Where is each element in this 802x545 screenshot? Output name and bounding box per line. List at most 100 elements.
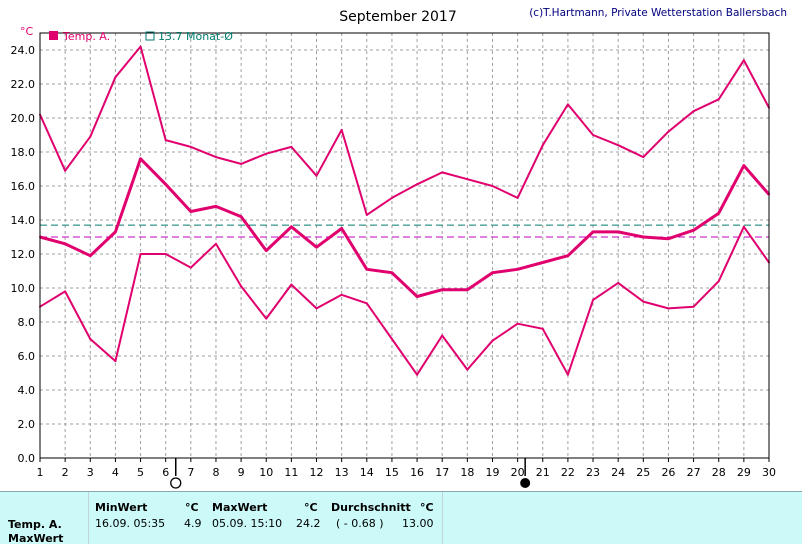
x-tick-label: 23: [586, 466, 600, 479]
data-point-min: [667, 307, 670, 310]
data-point-min: [64, 290, 67, 293]
data-point-max: [315, 174, 318, 177]
data-point-mean: [617, 230, 620, 233]
y-tick-label: 6.0: [18, 350, 36, 363]
grid: [39, 33, 770, 459]
data-point-mean: [214, 205, 217, 208]
x-tick-label: 18: [460, 466, 474, 479]
data-point-max: [189, 145, 192, 148]
data-point-min: [617, 281, 620, 284]
x-tick-label: 24: [611, 466, 625, 479]
data-point-mean: [114, 230, 117, 233]
x-tick-label: 2: [62, 466, 69, 479]
data-point-max: [240, 162, 243, 165]
data-point-min: [265, 317, 268, 320]
data-point-min: [290, 283, 293, 286]
y-tick-label: 14.0: [11, 214, 36, 227]
data-point-mean: [667, 237, 670, 240]
x-tick-label: 25: [636, 466, 650, 479]
x-tick-label: 11: [284, 466, 298, 479]
data-point-min: [365, 302, 368, 305]
data-point-min: [214, 242, 217, 245]
x-tick-label: 19: [485, 466, 499, 479]
data-point-min: [491, 339, 494, 342]
x-tick-label: 26: [661, 466, 675, 479]
stats-separator: [88, 492, 89, 544]
data-point-mean: [566, 254, 569, 257]
x-tick-label: 21: [536, 466, 550, 479]
min-header: MinWert: [95, 501, 148, 514]
data-point-max: [416, 183, 419, 186]
min-time: 16.09. 05:35: [95, 517, 166, 530]
legend: Temp. A. 13.7 Monat-Ø: [49, 30, 233, 43]
data-point-max: [642, 156, 645, 159]
x-tick-label: 13: [335, 466, 349, 479]
data-point-max: [139, 45, 142, 48]
y-tick-label: 4.0: [18, 384, 36, 397]
data-point-min: [240, 285, 243, 288]
data-point-min: [416, 373, 419, 376]
avg-delta: ( - 0.68 ): [336, 517, 384, 530]
y-tick-label: 8.0: [18, 316, 36, 329]
reference-lines: [40, 224, 769, 238]
data-point-mean: [89, 254, 92, 257]
data-point-max: [592, 134, 595, 136]
data-point-max: [89, 135, 92, 138]
data-point-max: [667, 130, 670, 133]
data-point-min: [390, 338, 393, 340]
data-point-min: [566, 373, 569, 376]
stats-separator: [442, 492, 443, 544]
series-line-min: [39, 225, 770, 376]
data-point-max: [164, 139, 167, 142]
x-tick-label: 3: [87, 466, 94, 479]
data-point-max: [692, 110, 695, 113]
data-point-max: [491, 185, 494, 187]
data-point-max: [566, 103, 569, 106]
min-unit: °C: [185, 501, 199, 514]
data-point-mean: [390, 271, 393, 274]
data-point-mean: [642, 236, 645, 238]
legend-marker-temp: [49, 31, 58, 40]
data-point-max: [365, 213, 368, 216]
max-unit: °C: [304, 501, 318, 514]
temperature-chart: 0.0 2.0 4.0 6.0 8.0 10.0 12.0 14.0 16.0 18.0 20.0 2…: [11, 7, 787, 489]
data-point-min: [89, 338, 92, 340]
data-point-max: [466, 178, 469, 181]
x-tick-label: 27: [687, 466, 701, 479]
data-point-mean: [164, 183, 167, 186]
x-tick-label: 16: [410, 466, 424, 479]
data-point-mean: [441, 288, 444, 291]
y-tick-label: 12.0: [11, 248, 36, 261]
data-point-max: [390, 196, 393, 199]
data-point-min: [189, 266, 192, 269]
y-tick-label: 18.0: [11, 146, 36, 159]
data-point-mean: [365, 268, 368, 271]
y-tick-label: 20.0: [11, 112, 36, 125]
series-line-max: [39, 45, 770, 216]
data-point-mean: [64, 242, 67, 245]
x-tick-label: 4: [112, 466, 119, 479]
legend-label-temp: Temp. A.: [62, 30, 110, 43]
data-point-mean: [340, 227, 343, 230]
data-point-mean: [240, 215, 243, 218]
data-point-min: [139, 253, 142, 255]
y-tick-label: 16.0: [11, 180, 36, 193]
y-unit-label: °C: [20, 25, 34, 38]
data-point-max: [717, 98, 720, 101]
data-point-max: [64, 169, 67, 172]
data-point-mean: [315, 246, 318, 249]
data-point-min: [516, 322, 519, 325]
stats-row-label: MaxWert: [8, 532, 64, 545]
max-header: MaxWert: [212, 501, 268, 514]
x-tick-label: 15: [385, 466, 399, 479]
data-point-mean: [516, 268, 519, 271]
x-tick-label: 14: [360, 466, 374, 479]
new-moon-icon: [520, 478, 531, 488]
x-tick-label: 28: [712, 466, 726, 479]
x-tick-label: 1: [37, 466, 44, 479]
y-tick-label: 24.0: [11, 44, 36, 57]
chart-title: September 2017: [339, 9, 456, 25]
data-point-max: [114, 76, 117, 79]
series: [39, 45, 771, 376]
x-tick-label: 17: [435, 466, 449, 479]
